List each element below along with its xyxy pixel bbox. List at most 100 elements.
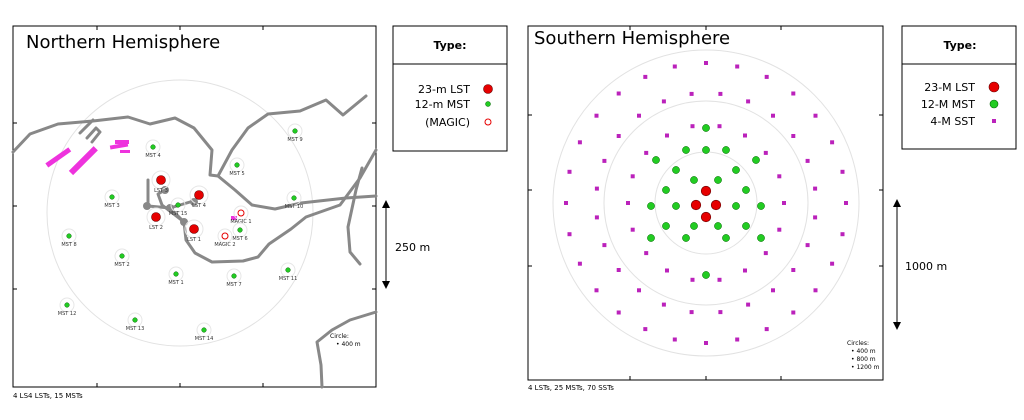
sst-telescope xyxy=(661,99,666,104)
sst-telescope xyxy=(717,277,722,282)
south-title: Southern Hemisphere xyxy=(534,28,730,49)
telescope-mst-14: MST 14 xyxy=(195,322,213,342)
mst-marker-icon xyxy=(989,99,999,109)
north-map-frame xyxy=(12,25,377,388)
south-legend-sst-label: 4-M SST xyxy=(930,115,975,128)
sst-telescope xyxy=(665,268,669,273)
telescope-label: MST 9 xyxy=(287,137,302,143)
telescope-mst-10: MST 10 xyxy=(285,190,304,210)
sst-telescope xyxy=(743,133,747,138)
mst-telescope xyxy=(682,234,690,242)
sst-telescope xyxy=(630,227,635,232)
sst-telescope xyxy=(791,91,796,96)
mst-telescope xyxy=(702,124,710,132)
sst-telescope xyxy=(672,337,677,342)
north-legend-magic-label: (MAGIC) xyxy=(425,116,470,129)
south-legend-title: Type: xyxy=(943,39,976,52)
sst-telescope xyxy=(763,150,768,155)
south-caption: 4 LSTs, 25 MSTs, 70 SSTs xyxy=(528,384,614,392)
north-telescope-markers: MST 9 MST 4 MST 5 LST 3 LST 4 MST 3 MST 10 MST … xyxy=(58,123,304,342)
mst-telescope xyxy=(742,186,750,194)
mst-telescope xyxy=(647,202,655,210)
sst-telescope xyxy=(763,251,768,256)
mst-marker-icon xyxy=(485,101,491,107)
sst-telescope xyxy=(782,201,786,205)
north-circle-title: Circle: xyxy=(330,333,349,340)
mst-telescope xyxy=(714,176,722,184)
telescope-mst-8: MST 8 xyxy=(61,228,77,248)
telescope-label: LST 1 xyxy=(187,237,201,243)
telescope-mst-7: MST 7 xyxy=(226,268,242,288)
north-legend-lst-label: 23-m LST xyxy=(418,83,470,96)
sst-telescope xyxy=(805,243,810,248)
telescope-label: MST 12 xyxy=(58,311,77,317)
sst-telescope xyxy=(602,243,607,248)
lst-telescope xyxy=(700,211,712,223)
sst-telescope xyxy=(594,288,599,293)
north-legend-box xyxy=(392,25,508,152)
mst-telescope xyxy=(732,166,740,174)
north-legend-title: Type: xyxy=(433,39,466,52)
telescope-mst-4: MST 4 xyxy=(145,139,161,159)
sst-telescope xyxy=(791,134,796,138)
mst-telescope xyxy=(752,156,760,164)
sst-telescope xyxy=(689,310,694,315)
south-legend-lst-label: 23-M LST xyxy=(924,81,975,94)
telescope-label: MST 7 xyxy=(226,282,241,288)
mst-telescope xyxy=(757,202,765,210)
north-legend: Type: 23-m LST 12-m MST (MAGIC) xyxy=(392,25,508,152)
sst-telescope xyxy=(813,215,818,220)
telescope-lst-4: LST 4 xyxy=(189,185,209,209)
mst-telescope xyxy=(652,156,660,164)
telescope-magic-2: MAGIC 2 xyxy=(214,228,236,248)
sst-telescope xyxy=(564,201,568,205)
telescope-mst-9: MST 9 xyxy=(287,123,303,143)
lst-telescope xyxy=(690,199,702,211)
south-scale-label: 1000 m xyxy=(905,260,947,273)
telescope-label: MST 2 xyxy=(114,262,129,268)
north-frame-ticks xyxy=(13,26,376,387)
south-frame-ticks xyxy=(528,26,883,380)
sst-telescope xyxy=(577,140,582,145)
telescope-mst-11: MST 11 xyxy=(279,262,297,282)
mst-telescope xyxy=(757,234,765,242)
sst-telescope xyxy=(771,288,775,293)
sst-telescope xyxy=(690,277,695,282)
sst-telescope xyxy=(594,215,599,220)
sst-telescope xyxy=(840,232,845,237)
mst-telescope xyxy=(722,234,730,242)
lst-telescope xyxy=(700,185,712,197)
north-caption: 4 LS4 LSTs, 15 MSTs xyxy=(13,392,83,400)
telescope-label: MST 3 xyxy=(104,203,119,209)
sst-telescope xyxy=(704,341,708,345)
telescope-mst-15: MST 15 xyxy=(169,197,187,217)
sst-telescope xyxy=(735,337,740,342)
sst-telescope xyxy=(665,133,669,138)
telescope-magic-1: MAGIC 1 xyxy=(230,205,252,225)
sst-telescope xyxy=(567,169,572,174)
mst-telescope xyxy=(647,234,655,242)
sst-telescope xyxy=(637,113,641,118)
mst-telescope xyxy=(690,176,698,184)
telescope-mst-2: MST 2 xyxy=(114,248,130,268)
sst-telescope xyxy=(746,99,751,104)
mst-telescope xyxy=(672,166,680,174)
sst-telescope xyxy=(643,74,648,79)
sst-telescope xyxy=(746,302,751,307)
sst-telescope xyxy=(644,150,649,155)
telescope-mst-3: MST 3 xyxy=(104,189,120,209)
telescope-label: MST 10 xyxy=(285,204,304,210)
sst-telescope xyxy=(717,124,722,129)
sst-telescope xyxy=(813,113,818,118)
mst-telescope xyxy=(702,271,710,279)
sst-telescope xyxy=(637,288,641,293)
south-scale-bar xyxy=(893,199,901,330)
telescope-mst-6: MST 6 xyxy=(232,222,248,242)
north-scale-bar xyxy=(382,200,390,289)
lst-marker-icon xyxy=(988,81,1000,93)
mst-telescope xyxy=(722,146,730,154)
sst-telescope xyxy=(672,64,677,69)
sst-telescope xyxy=(630,174,635,179)
telescope-label: MST 6 xyxy=(232,236,247,242)
sst-telescope xyxy=(771,113,775,118)
